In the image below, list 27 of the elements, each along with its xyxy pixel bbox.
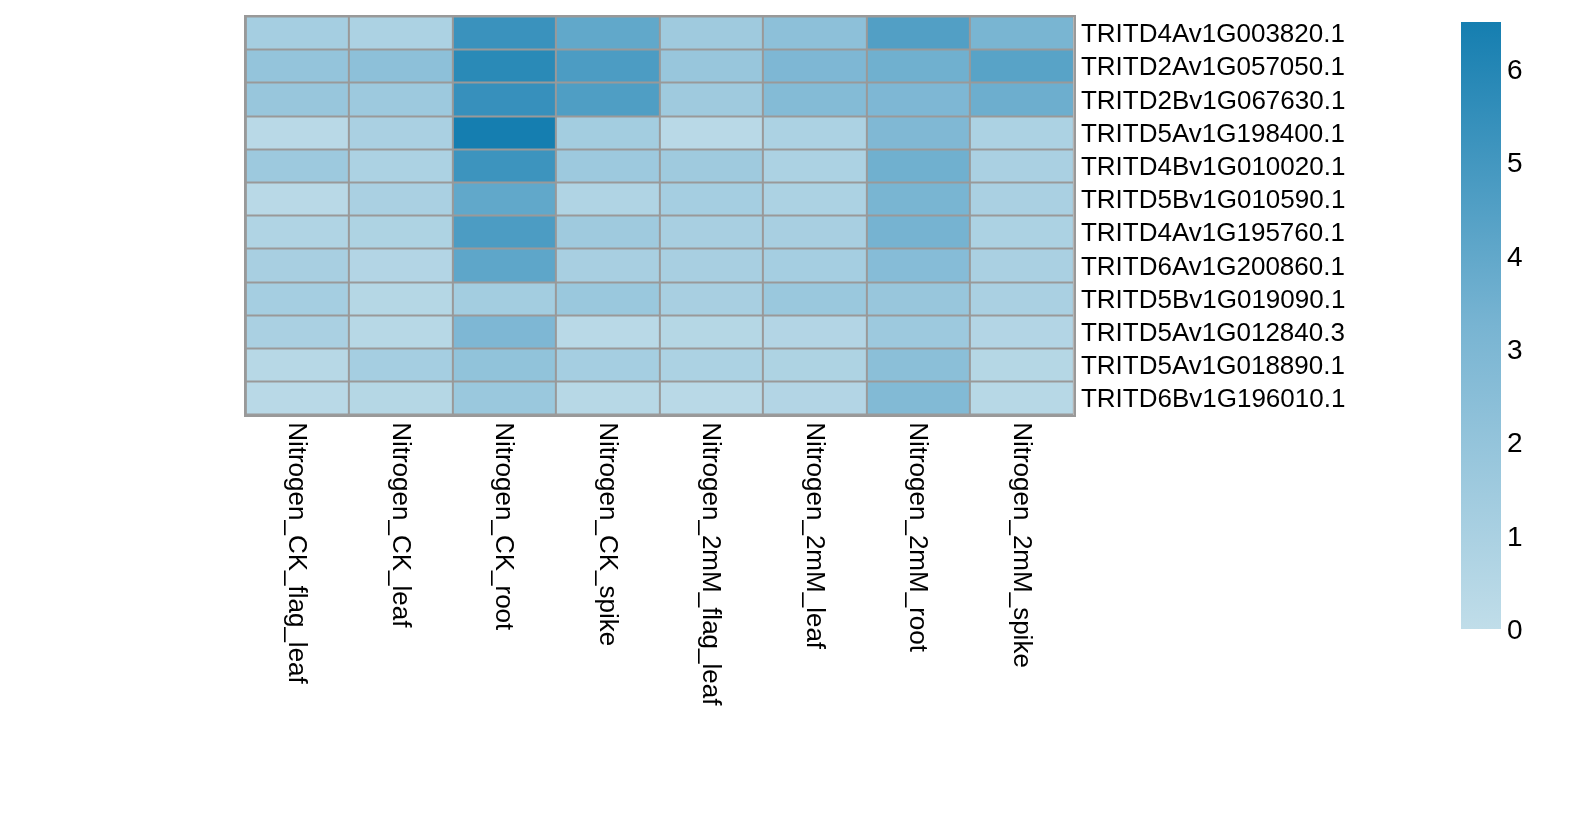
- y-tick-label: TRITD5Av1G018890.1: [1080, 350, 1345, 381]
- x-tick-label: Nitrogen_2mM_leaf: [800, 422, 831, 650]
- x-tick-label: Nitrogen_CK_spike: [593, 422, 624, 647]
- y-tick-label: TRITD5Av1G198400.1: [1080, 117, 1345, 148]
- y-tick-label: TRITD2Bv1G067630.1: [1080, 84, 1346, 115]
- y-tick-label: TRITD5Bv1G010590.1: [1080, 184, 1346, 215]
- color-bar-label: 1: [1507, 520, 1523, 552]
- x-tick-label: Nitrogen_CK_leaf: [386, 422, 417, 629]
- x-tick-label: Nitrogen_CK_flag_leaf: [283, 422, 314, 685]
- y-tick-label: TRITD5Av1G012840.3: [1080, 317, 1345, 348]
- y-tick-label: TRITD4Av1G003820.1: [1080, 18, 1345, 49]
- color-bar-label: 0: [1507, 614, 1523, 646]
- color-bar-label: 4: [1507, 240, 1523, 272]
- x-tick-label: Nitrogen_CK_root: [490, 422, 521, 632]
- y-tick-label: TRITD5Bv1G019090.1: [1080, 283, 1346, 314]
- x-tick-label: Nitrogen_2mM_spike: [1007, 422, 1038, 668]
- color-bar-label: 5: [1507, 147, 1523, 179]
- y-tick-label: TRITD4Bv1G010020.1: [1080, 151, 1346, 182]
- x-tick-label: Nitrogen_2mM_root: [904, 422, 935, 653]
- color-bar-label: 3: [1507, 334, 1523, 366]
- y-tick-label: TRITD6Bv1G196010.1: [1080, 383, 1346, 414]
- color-bar-label: 6: [1507, 53, 1523, 85]
- color-bar-label: 2: [1507, 427, 1523, 459]
- y-tick-label: TRITD2Av1G057050.1: [1080, 51, 1345, 82]
- x-tick-label: Nitrogen_2mM_flag_leaf: [697, 422, 728, 707]
- y-tick-label: TRITD4Av1G195760.1: [1080, 217, 1345, 248]
- y-tick-label: TRITD6Av1G200860.1: [1080, 250, 1345, 281]
